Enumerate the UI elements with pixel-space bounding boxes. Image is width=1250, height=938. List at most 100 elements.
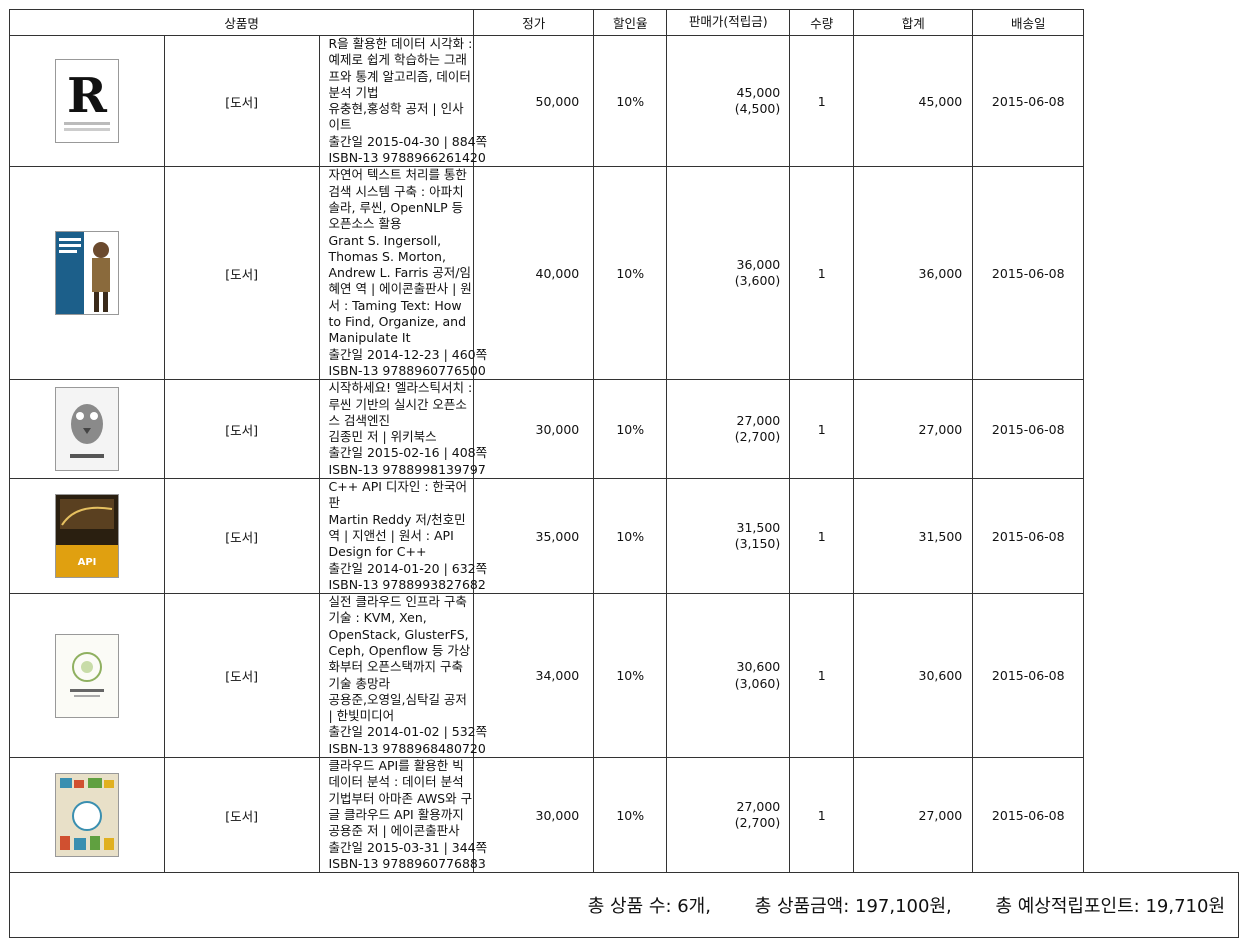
header-product: 상품명 xyxy=(8,9,475,36)
list-price: 30,000 xyxy=(473,379,595,480)
item-type: [도서] xyxy=(163,34,320,168)
book-cover-cpp-api-design[interactable]: API xyxy=(54,494,119,579)
list-price: 35,000 xyxy=(473,478,595,595)
discount-rate: 10% xyxy=(593,166,668,381)
item-description: R을 활용한 데이터 시각화 : 예제로 쉽게 학습하는 그래프와 통계 알고리… xyxy=(318,34,488,168)
book-title-link[interactable]: 시작하세요! 엘라스틱서치 : 루씬 기반의 실시간 오픈소스 검색엔진 xyxy=(328,380,473,428)
discount-rate: 10% xyxy=(593,593,668,759)
book-cover-elasticsearch[interactable] xyxy=(54,387,119,472)
item-description: 실전 클라우드 인프라 구축 기술 : KVM, Xen, OpenStack,… xyxy=(318,593,488,759)
sale-price-cell: 31,500 (3,150) xyxy=(666,478,791,595)
book-authors: 유충현,홍성학 공저 | 인사이트 xyxy=(328,101,464,133)
book-authors: 김종민 저 | 위키북스 xyxy=(328,429,437,445)
sale-price-cell: 45,000 (4,500) xyxy=(666,34,791,168)
book-authors: Martin Reddy 저/천호민 역 | 지앤선 | 원서 : API De… xyxy=(328,511,466,560)
quantity: 1 xyxy=(789,166,855,381)
cover-cell: R xyxy=(9,34,165,168)
cover-cell xyxy=(9,379,165,480)
summary-amount: 총 상품금액: 197,100원, xyxy=(754,896,952,918)
table-header-row: 상품명 정가 할인율 판매가(적립금) 수량 합계 배송일 xyxy=(8,9,1239,36)
sale-price: 45,000 xyxy=(736,84,781,100)
discount-rate: 10% xyxy=(593,478,668,595)
summary-points: 총 예상적립포인트: 19,710원 xyxy=(995,896,1225,918)
book-pub-info: 출간일 2014-01-20 | 632쪽 xyxy=(328,560,488,576)
ship-date: 2015-06-08 xyxy=(972,478,1085,595)
order-item-row: [도서] 클라우드 API를 활용한 빅데이터 분석 : 데이터 분석 기법부터 … xyxy=(9,757,1239,874)
book-authors: 공용준 저 | 에이콘출판사 xyxy=(328,823,460,839)
ship-date: 2015-06-08 xyxy=(972,34,1085,168)
cover-cell: API xyxy=(9,478,165,595)
item-type: [도서] xyxy=(163,757,320,874)
book-cover-cloud-api-bigdata[interactable] xyxy=(54,773,119,858)
cover-cell xyxy=(9,166,165,381)
ship-date: 2015-06-08 xyxy=(972,379,1085,480)
discount-rate: 10% xyxy=(593,757,668,874)
order-item-row: [도서] 자연어 텍스트 처리를 통한 검색 시스템 구축 : 아파치 솔라, 루… xyxy=(9,166,1239,381)
line-total: 27,000 xyxy=(853,757,974,874)
sale-price-cell: 27,000 (2,700) xyxy=(666,757,791,874)
svg-text:R: R xyxy=(67,68,108,124)
reward-points: (4,500) xyxy=(734,101,781,117)
item-description: 시작하세요! 엘라스틱서치 : 루씬 기반의 실시간 오픈소스 검색엔진 김종민 … xyxy=(318,379,488,480)
reward-points: (3,600) xyxy=(734,273,781,289)
header-sale-price: 판매가(적립금) xyxy=(666,9,791,36)
item-type: [도서] xyxy=(163,166,320,381)
book-pub-info: 출간일 2015-04-30 | 884쪽 xyxy=(328,133,488,149)
book-title-link[interactable]: 실전 클라우드 인프라 구축 기술 : KVM, Xen, OpenStack,… xyxy=(328,594,471,691)
cover-cell xyxy=(9,757,165,874)
book-isbn: ISBN-13 9788960776883 xyxy=(328,855,486,871)
header-total: 합계 xyxy=(853,9,974,36)
book-pub-info: 출간일 2015-03-31 | 344쪽 xyxy=(328,839,488,855)
cover-cell xyxy=(9,593,165,759)
book-isbn: ISBN-13 9788998139797 xyxy=(328,461,486,477)
item-type: [도서] xyxy=(163,593,320,759)
book-title-link[interactable]: R을 활용한 데이터 시각화 : 예제로 쉽게 학습하는 그래프와 통계 알고리… xyxy=(328,36,473,100)
order-table: 상품명 정가 할인율 판매가(적립금) 수량 합계 배송일 R [도서] R을 활용… xyxy=(8,9,1239,938)
book-isbn: ISBN-13 9788968480720 xyxy=(328,740,486,756)
book-pub-info: 출간일 2015-02-16 | 408쪽 xyxy=(328,445,488,461)
sale-price: 31,500 xyxy=(736,519,781,535)
line-total: 30,600 xyxy=(853,593,974,759)
svg-text:API: API xyxy=(77,557,96,568)
reward-points: (3,150) xyxy=(734,536,781,552)
summary-count: 총 상품 수: 6개, xyxy=(587,896,711,918)
list-price: 34,000 xyxy=(473,593,595,759)
item-description: 클라우드 API를 활용한 빅데이터 분석 : 데이터 분석 기법부터 아마존 … xyxy=(318,757,488,874)
book-pub-info: 출간일 2014-12-23 | 460쪽 xyxy=(328,346,488,362)
quantity: 1 xyxy=(789,757,855,874)
list-price: 40,000 xyxy=(473,166,595,381)
item-type: [도서] xyxy=(163,379,320,480)
sale-price-cell: 36,000 (3,600) xyxy=(666,166,791,381)
book-pub-info: 출간일 2014-01-02 | 532쪽 xyxy=(328,724,488,740)
discount-rate: 10% xyxy=(593,34,668,168)
book-cover-taming-text[interactable] xyxy=(54,231,119,316)
book-authors: Grant S. Ingersoll, Thomas S. Morton, An… xyxy=(328,232,472,346)
book-title-link[interactable]: 자연어 텍스트 처리를 통한 검색 시스템 구축 : 아파치 솔라, 루씬, O… xyxy=(328,167,467,232)
reward-points: (3,060) xyxy=(734,675,781,691)
book-cover-r-visualization[interactable]: R xyxy=(54,59,119,144)
list-price: 30,000 xyxy=(473,757,595,874)
book-cover-cloud-infra[interactable] xyxy=(54,633,119,718)
summary-cell: 총 상품 수: 6개, 총 상품금액: 197,100원, 총 예상적립포인트:… xyxy=(9,872,1239,938)
order-item-row: R [도서] R을 활용한 데이터 시각화 : 예제로 쉽게 학습하는 그래프와 통… xyxy=(9,34,1239,168)
ship-date: 2015-06-08 xyxy=(972,166,1085,381)
book-title-link[interactable]: C++ API 디자인 : 한국어판 xyxy=(328,479,468,511)
header-quantity: 수량 xyxy=(789,9,855,36)
sale-price: 27,000 xyxy=(736,798,781,814)
sale-price: 27,000 xyxy=(736,412,781,428)
book-title-link[interactable]: 클라우드 API를 활용한 빅데이터 분석 : 데이터 분석 기법부터 아마존 … xyxy=(328,758,473,822)
list-price: 50,000 xyxy=(473,34,595,168)
summary-row: 총 상품 수: 6개, 총 상품금액: 197,100원, 총 예상적립포인트:… xyxy=(9,872,1239,938)
quantity: 1 xyxy=(789,593,855,759)
sale-price: 30,600 xyxy=(736,659,781,675)
ship-date: 2015-06-08 xyxy=(972,757,1085,874)
quantity: 1 xyxy=(789,34,855,168)
sale-price: 36,000 xyxy=(736,257,781,272)
header-discount: 할인율 xyxy=(593,9,668,36)
book-authors: 공용준,오영일,심탁길 공저 | 한빛미디어 xyxy=(328,691,467,724)
book-isbn: ISBN-13 9788966261420 xyxy=(328,150,486,166)
order-item-row: API [도서] C++ API 디자인 : 한국어판 Martin Reddy 저/… xyxy=(9,478,1239,595)
order-item-row: [도서] 실전 클라우드 인프라 구축 기술 : KVM, Xen, OpenSt… xyxy=(9,593,1239,759)
order-item-row: [도서] 시작하세요! 엘라스틱서치 : 루씬 기반의 실시간 오픈소스 검색엔진… xyxy=(9,379,1239,480)
line-total: 36,000 xyxy=(853,166,974,381)
